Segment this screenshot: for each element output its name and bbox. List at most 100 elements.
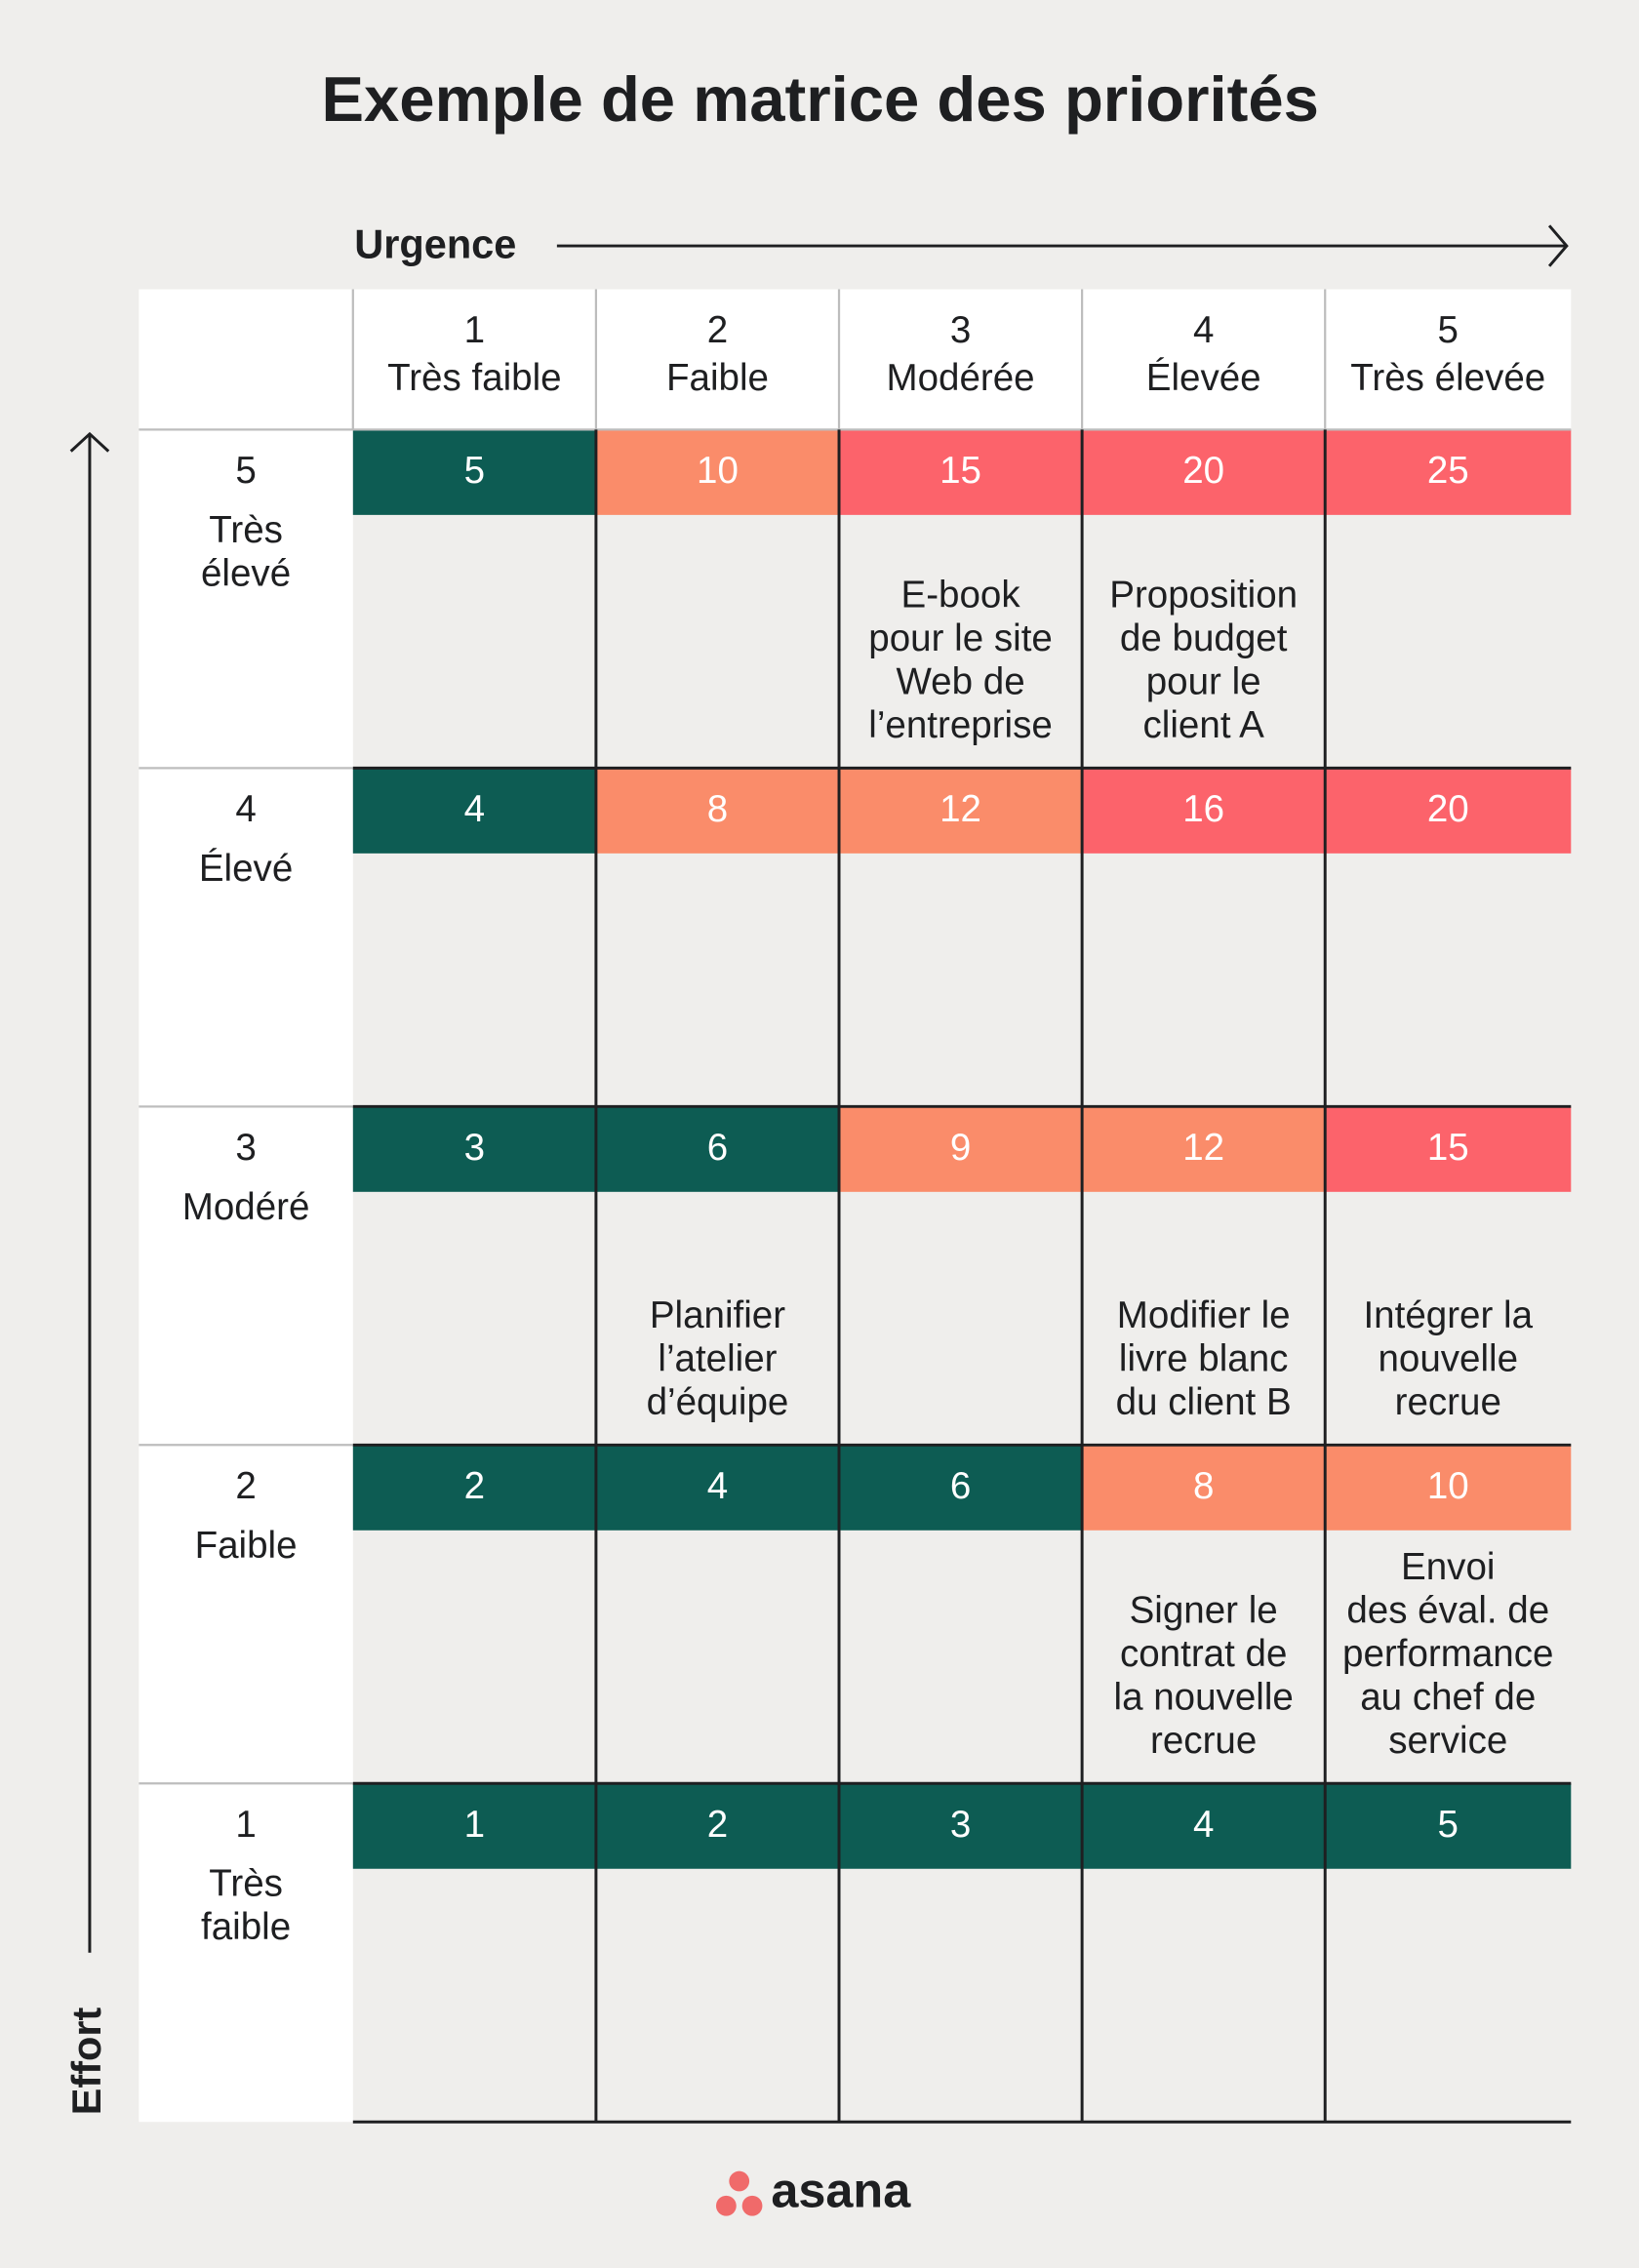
score: 2 bbox=[707, 1804, 728, 1846]
column-label: Élevée bbox=[1146, 357, 1261, 399]
task-line: Intégrer la bbox=[1363, 1294, 1533, 1336]
y-axis-title: Effort bbox=[63, 2007, 109, 2115]
task-line: des éval. de bbox=[1346, 1589, 1549, 1631]
column-number: 1 bbox=[464, 309, 485, 351]
logo-text: asana bbox=[771, 2163, 911, 2218]
row-label: Élevé bbox=[199, 848, 293, 890]
score: 12 bbox=[939, 788, 981, 830]
logo-mark bbox=[715, 2170, 763, 2216]
score: 10 bbox=[1427, 1465, 1469, 1507]
score-cell bbox=[839, 1445, 1083, 1531]
score-cell bbox=[1325, 768, 1572, 854]
score: 8 bbox=[1193, 1465, 1214, 1507]
score: 10 bbox=[697, 450, 739, 492]
score: 4 bbox=[1193, 1804, 1214, 1846]
score-cell bbox=[1082, 1106, 1326, 1192]
task-line: client A bbox=[1143, 704, 1265, 746]
score-cell bbox=[1082, 1783, 1326, 1869]
task-line: Envoi bbox=[1401, 1546, 1495, 1588]
row-label: élevé bbox=[201, 552, 291, 594]
score: 3 bbox=[950, 1804, 971, 1846]
score-cell bbox=[352, 1106, 596, 1192]
row-label: Modéré bbox=[182, 1186, 310, 1228]
score-cell bbox=[1082, 768, 1326, 854]
score: 20 bbox=[1182, 450, 1224, 492]
column-number: 4 bbox=[1193, 309, 1214, 351]
column-label: Faible bbox=[666, 357, 769, 399]
task-line: Proposition bbox=[1109, 575, 1298, 617]
task-line: contrat de bbox=[1120, 1633, 1287, 1675]
score: 3 bbox=[464, 1127, 485, 1169]
task-line: Signer le bbox=[1130, 1589, 1278, 1631]
score-cell bbox=[1325, 1783, 1572, 1869]
score-cell bbox=[595, 768, 840, 854]
score-cell bbox=[839, 1783, 1083, 1869]
task-line: E-book bbox=[901, 575, 1021, 617]
task-line: l’entreprise bbox=[868, 704, 1053, 746]
score-cell bbox=[839, 768, 1083, 854]
task-line: nouvelle bbox=[1378, 1337, 1518, 1379]
score: 5 bbox=[1438, 1804, 1459, 1846]
row-number: 4 bbox=[235, 788, 256, 830]
score: 1 bbox=[464, 1804, 485, 1846]
row-number: 2 bbox=[235, 1465, 256, 1507]
score: 20 bbox=[1427, 788, 1469, 830]
title: Exemple de matrice des priorités bbox=[322, 63, 1319, 135]
row-number: 5 bbox=[235, 450, 256, 492]
task-line: la nouvelle bbox=[1114, 1676, 1294, 1718]
score: 2 bbox=[464, 1465, 485, 1507]
score: 12 bbox=[1182, 1127, 1224, 1169]
row-label: Très bbox=[209, 1863, 283, 1905]
score-cell bbox=[352, 1445, 596, 1531]
column-number: 2 bbox=[707, 309, 728, 351]
column-number: 3 bbox=[950, 309, 971, 351]
score: 4 bbox=[464, 788, 485, 830]
task-line: recrue bbox=[1395, 1381, 1501, 1423]
task-line: Modifier le bbox=[1117, 1294, 1291, 1336]
row-number: 3 bbox=[235, 1127, 256, 1169]
task-line: Planifier bbox=[650, 1294, 785, 1336]
score: 25 bbox=[1427, 450, 1469, 492]
row-label-background bbox=[139, 429, 353, 2123]
score-cell bbox=[839, 429, 1083, 515]
x-axis-arrow bbox=[556, 224, 1569, 267]
score: 5 bbox=[464, 450, 485, 492]
task-line: d’équipe bbox=[647, 1381, 789, 1423]
column-number: 5 bbox=[1438, 309, 1459, 351]
score-cell bbox=[1325, 1445, 1572, 1531]
score-cell bbox=[352, 1783, 596, 1869]
column-label: Très faible bbox=[387, 357, 562, 399]
score: 8 bbox=[707, 788, 728, 830]
score: 9 bbox=[950, 1127, 971, 1169]
score: 15 bbox=[1427, 1127, 1469, 1169]
score: 6 bbox=[950, 1465, 971, 1507]
grid bbox=[139, 289, 1572, 2124]
y-axis-arrow bbox=[69, 431, 110, 1953]
task-line: de budget bbox=[1120, 617, 1288, 659]
score-cell bbox=[1082, 1445, 1326, 1531]
task-line: au chef de bbox=[1360, 1676, 1536, 1718]
row-label: Faible bbox=[195, 1525, 298, 1567]
task-line: performance bbox=[1342, 1633, 1553, 1675]
score-cell bbox=[352, 768, 596, 854]
x-axis-title: Urgence bbox=[354, 221, 516, 267]
task-line: pour le site bbox=[868, 617, 1053, 659]
score-cell bbox=[595, 1106, 840, 1192]
score: 15 bbox=[939, 450, 981, 492]
task-line: service bbox=[1388, 1720, 1507, 1762]
column-label: Modérée bbox=[887, 357, 1035, 399]
cells: 1 Très faible 2 Faible 3 Modérée 4 Élevée 5 Très … bbox=[182, 309, 1572, 1948]
score-cell bbox=[1325, 429, 1572, 515]
score: 4 bbox=[707, 1465, 728, 1507]
task-line: du client B bbox=[1116, 1381, 1292, 1423]
header-background bbox=[139, 289, 1572, 430]
score-cell bbox=[839, 1106, 1083, 1192]
task-line: livre blanc bbox=[1119, 1337, 1289, 1379]
score-cell bbox=[1325, 1106, 1572, 1192]
score-cell bbox=[595, 1445, 840, 1531]
task-line: recrue bbox=[1150, 1720, 1257, 1762]
score-cell bbox=[352, 429, 596, 515]
score: 16 bbox=[1182, 788, 1224, 830]
